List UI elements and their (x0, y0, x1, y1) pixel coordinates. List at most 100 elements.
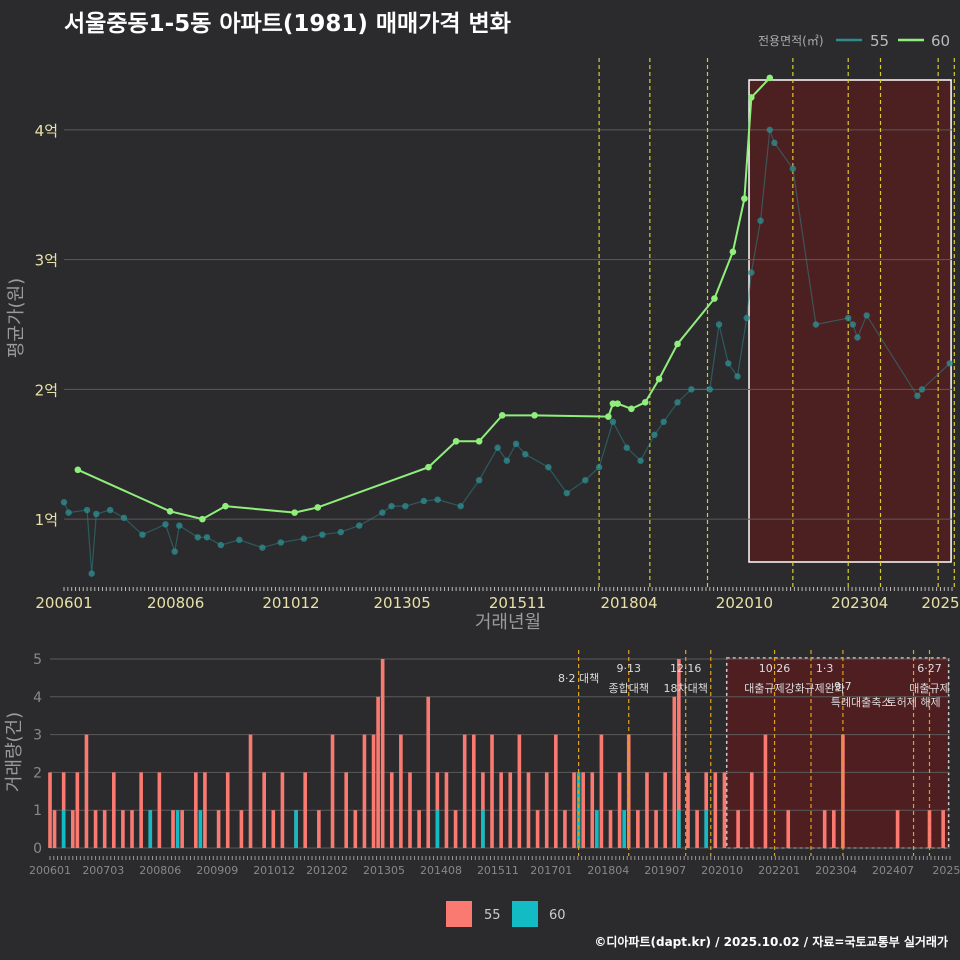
bar-55 (70, 810, 75, 848)
bar-55 (617, 772, 622, 848)
x-tick-label: 200806 (139, 864, 181, 877)
bar-55 (654, 810, 658, 848)
bar-55 (663, 772, 667, 848)
x-tick-label: 202304 (831, 594, 888, 612)
y-tick-label: 2억 (35, 381, 58, 399)
series-55-point (651, 431, 658, 438)
series-60-point (605, 413, 612, 420)
x-tick-label: 201012 (253, 864, 295, 877)
series-55-point (637, 457, 644, 464)
series-55-point (106, 506, 114, 514)
bar-55 (831, 810, 836, 848)
policy-label-name: 토허제 해제 (886, 695, 940, 709)
bar-55 (677, 659, 681, 848)
series-55-point (319, 531, 326, 538)
x-tick-label: 202201 (758, 864, 800, 877)
x-tick-label: 201305 (363, 864, 405, 877)
bar-55 (280, 772, 285, 848)
bar-55 (686, 772, 690, 848)
x-tick-label: 201511 (489, 594, 546, 612)
series-55-point (402, 502, 409, 510)
x-tick-label: 201804 (587, 864, 629, 877)
series-55-point (623, 444, 630, 451)
bar-55 (380, 659, 385, 848)
bar-55 (353, 810, 358, 848)
series-55-point (356, 522, 363, 529)
series-60-point (741, 195, 748, 202)
bar-55 (636, 810, 640, 848)
x-tick-label: 200806 (147, 594, 204, 612)
volume-chart: 0 1 2 3 4 5 거래량(건) 8·2 대책 9·13 종합대책 12·16 18차대책 10·2… (4, 650, 960, 927)
bar-55 (736, 810, 740, 848)
series-55-point (162, 521, 169, 528)
policy-label-date: 1·3 (816, 662, 834, 675)
series-60-point (314, 504, 322, 511)
bar-55 (941, 810, 945, 848)
bar-55 (462, 734, 467, 848)
bar-55 (499, 772, 503, 848)
series-55-point (595, 464, 603, 471)
y-tick-label: 4 (33, 690, 42, 706)
bar-55 (180, 810, 184, 848)
x-tick-label: 2025 (921, 594, 959, 612)
series-60-point (711, 295, 718, 302)
series-55-point (706, 386, 714, 393)
series-55-point (812, 321, 820, 328)
bar-55 (599, 734, 604, 848)
bar-55 (554, 734, 558, 848)
series-55-point (300, 535, 308, 542)
series-55-point (771, 139, 778, 147)
series-55-point (863, 312, 870, 319)
series-55-point (789, 165, 797, 172)
series-55-point (582, 476, 589, 484)
series-60-point (766, 74, 774, 82)
series-55-point (688, 386, 695, 393)
y-tick-label: 3억 (35, 252, 58, 270)
y-axis-label: 평균가(원) (6, 278, 27, 358)
bar-55 (344, 772, 349, 848)
bar-55 (130, 810, 134, 848)
series-60-point (475, 437, 483, 445)
series-60-point (531, 412, 538, 419)
price-chart: 1억 2억 3억 4억 200601 200806 201012 201305 201511 20… (6, 32, 960, 633)
x-tick-label: 201511 (477, 864, 519, 877)
bar-55 (572, 772, 576, 848)
bar-55 (526, 772, 531, 848)
bar-55 (608, 810, 613, 848)
series-55-point (434, 496, 441, 503)
bar-55 (453, 810, 458, 848)
y-tick-label: 3 (33, 728, 42, 744)
policy-label-date: 10·26 (759, 662, 791, 675)
bar-55 (426, 696, 431, 848)
x-tick-label: 200909 (196, 864, 238, 877)
series-55-point (757, 217, 764, 224)
series-55-point (83, 506, 91, 514)
series-55-point (766, 126, 773, 134)
bar-60 (595, 810, 599, 848)
bar-55 (645, 772, 649, 848)
bar-55 (171, 810, 175, 848)
x-tick-label: 201202 (306, 864, 348, 877)
legend-label-55: 55 (484, 908, 501, 923)
series-60-point (641, 399, 649, 406)
series-55-point (494, 444, 501, 451)
series-55-point (388, 502, 395, 510)
series-60-point (628, 405, 635, 413)
x-tick-label: 2025 (932, 864, 960, 877)
bar-55 (376, 696, 380, 848)
bar-55 (590, 772, 595, 848)
bar-60 (481, 810, 485, 848)
bar-60 (198, 810, 203, 848)
bar-60 (677, 810, 681, 848)
bar-60 (148, 810, 153, 848)
policy-label-name: 대출규제강화 (744, 682, 805, 695)
series-55-point (674, 399, 681, 406)
series-55-point (88, 570, 95, 577)
bar-55 (895, 810, 900, 848)
bar-55 (517, 734, 522, 848)
policy-label-name: 종합대책 (608, 682, 648, 695)
y-tick-label: 1 (33, 803, 42, 819)
bar-55 (271, 810, 276, 848)
x-tick-label: 202010 (716, 594, 773, 612)
